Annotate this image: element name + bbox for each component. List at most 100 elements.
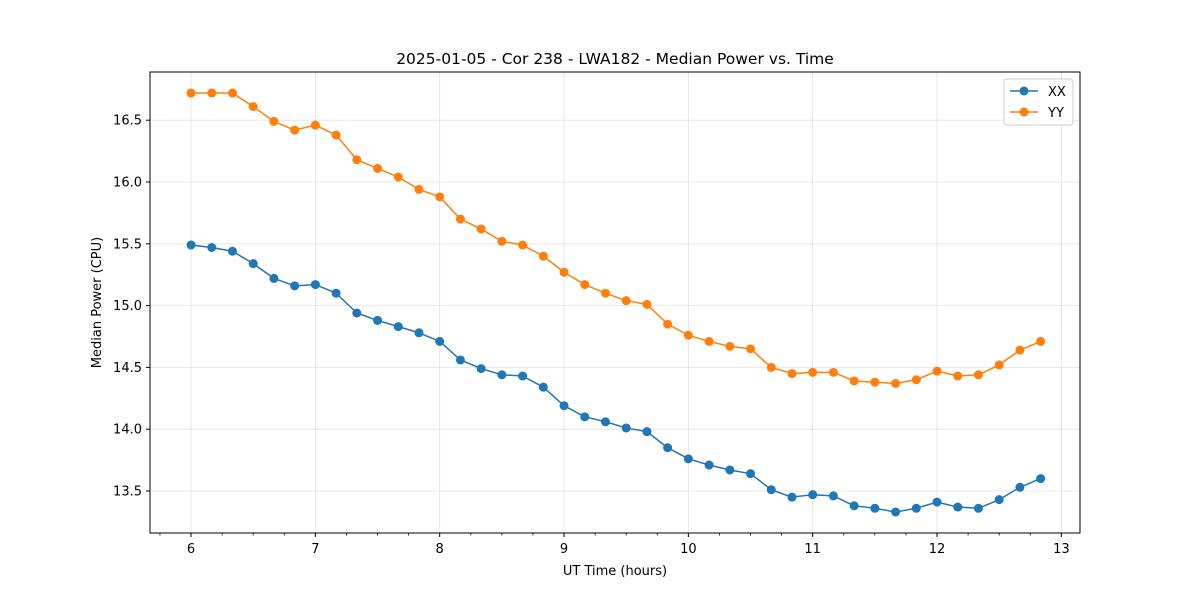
data-point-yy: [207, 88, 217, 98]
legend-marker-xx: [1019, 86, 1029, 96]
data-point-xx: [891, 507, 901, 517]
data-point-xx: [290, 281, 300, 291]
data-point-yy: [973, 370, 983, 380]
data-point-yy: [621, 296, 631, 306]
data-point-xx: [538, 382, 548, 392]
data-point-yy: [414, 184, 424, 194]
data-point-yy: [497, 236, 507, 246]
data-point-xx: [580, 412, 590, 422]
data-point-xx: [870, 503, 880, 513]
data-point-xx: [808, 490, 818, 500]
data-point-xx: [518, 371, 528, 381]
y-tick-label: 15.5: [113, 237, 142, 252]
data-point-yy: [932, 366, 942, 376]
data-point-yy: [994, 360, 1004, 370]
data-point-yy: [911, 375, 921, 385]
data-point-xx: [683, 454, 693, 464]
y-tick-label: 16.0: [113, 175, 142, 190]
x-tick-label: 12: [929, 542, 946, 557]
data-point-yy: [455, 214, 465, 224]
x-tick-label: 9: [560, 542, 568, 557]
data-point-xx: [600, 417, 610, 427]
x-axis-ticks: 6 7 8 9 10 11 12 13: [159, 533, 1070, 557]
data-point-yy: [746, 344, 756, 354]
data-point-yy: [1015, 345, 1025, 355]
data-point-xx: [1015, 482, 1025, 492]
data-point-xx: [642, 427, 652, 437]
data-point-xx: [746, 469, 756, 479]
data-point-xx: [497, 370, 507, 380]
data-point-xx: [725, 465, 735, 475]
data-point-yy: [331, 130, 341, 140]
data-point-yy: [725, 341, 735, 351]
data-point-yy: [352, 155, 362, 165]
data-point-xx: [476, 364, 486, 374]
data-point-xx: [227, 246, 237, 256]
data-point-yy: [580, 280, 590, 290]
data-point-xx: [704, 460, 714, 470]
data-point-yy: [787, 369, 797, 379]
data-point-yy: [435, 192, 445, 202]
data-point-xx: [663, 443, 673, 453]
data-point-xx: [621, 423, 631, 433]
data-point-xx: [787, 492, 797, 502]
data-point-yy: [518, 240, 528, 250]
x-tick-label: 10: [680, 542, 697, 557]
data-point-yy: [393, 172, 403, 182]
y-tick-label: 15.0: [113, 299, 142, 314]
data-point-yy: [373, 163, 383, 173]
data-point-xx: [393, 322, 403, 332]
data-point-yy: [683, 330, 693, 340]
data-point-yy: [808, 367, 818, 377]
data-point-yy: [476, 224, 486, 234]
data-point-yy: [600, 288, 610, 298]
x-tick-label: 7: [311, 542, 319, 557]
data-point-xx: [932, 497, 942, 507]
data-point-yy: [559, 267, 569, 277]
data-point-xx: [331, 288, 341, 298]
y-tick-label: 14.5: [113, 361, 142, 376]
legend-marker-yy: [1019, 107, 1029, 117]
y-axis-label: Median Power (CPU): [90, 237, 105, 368]
data-point-xx: [352, 308, 362, 318]
data-point-xx: [310, 280, 320, 290]
x-tick-label: 11: [804, 542, 821, 557]
data-point-yy: [870, 377, 880, 387]
data-point-xx: [911, 503, 921, 513]
chart-title: 2025-01-05 - Cor 238 - LWA182 - Median P…: [396, 50, 834, 68]
data-point-xx: [186, 240, 196, 250]
data-point-xx: [766, 485, 776, 495]
data-point-xx: [1036, 474, 1046, 484]
data-point-xx: [207, 243, 217, 253]
data-point-yy: [538, 251, 548, 261]
y-tick-label: 14.0: [113, 423, 142, 438]
y-axis-ticks: 13.5 14.0 14.5 15.0 15.5 16.0 16.5: [113, 114, 150, 499]
data-point-yy: [1036, 336, 1046, 346]
plot-frame: [149, 71, 1081, 534]
x-tick-label: 6: [187, 542, 195, 557]
data-point-yy: [704, 336, 714, 346]
data-point-yy: [766, 362, 776, 372]
data-point-xx: [248, 259, 258, 269]
x-axis-label: UT Time (hours): [563, 564, 667, 579]
y-tick-label: 16.5: [113, 114, 142, 129]
data-point-xx: [849, 501, 859, 511]
series-line-yy: [191, 92, 1041, 385]
data-point-xx: [828, 491, 838, 501]
legend: XX YY: [1003, 78, 1074, 126]
data-point-xx: [414, 328, 424, 338]
legend-label-yy: YY: [1047, 106, 1064, 121]
data-point-yy: [891, 378, 901, 388]
data-point-yy: [227, 88, 237, 98]
data-point-xx: [455, 355, 465, 365]
data-point-yy: [849, 376, 859, 386]
data-point-yy: [248, 102, 258, 112]
data-point-yy: [642, 299, 652, 309]
data-point-xx: [435, 336, 445, 346]
data-point-yy: [828, 367, 838, 377]
data-point-xx: [973, 503, 983, 513]
data-point-xx: [994, 495, 1004, 505]
data-point-yy: [663, 319, 673, 329]
